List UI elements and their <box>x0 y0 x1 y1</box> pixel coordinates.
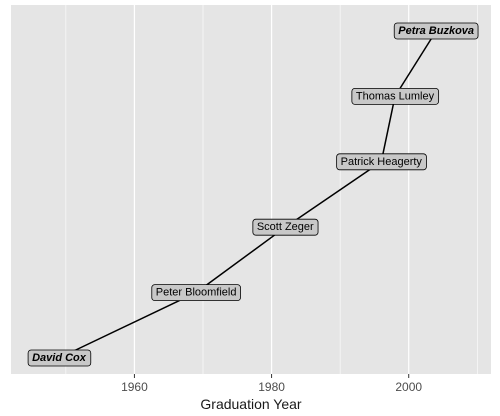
line-segment <box>195 226 286 294</box>
line-segment <box>380 96 396 162</box>
point-label-text: Thomas Lumley <box>356 90 435 102</box>
x-axis-title: Graduation Year <box>200 396 302 412</box>
x-tick-label: 2000 <box>395 380 422 394</box>
plot-panel <box>11 5 491 374</box>
line-segment <box>284 161 382 228</box>
point-labels: David Cox Peter Bloomfield Scott Zeger Patr… <box>27 22 479 367</box>
point-label-text: Peter Bloomfield <box>156 287 237 299</box>
point-label: Patrick Heagerty <box>336 153 427 171</box>
point-label: David Cox <box>27 349 92 367</box>
point-label: Scott Zeger <box>252 218 319 236</box>
gridlines <box>65 5 478 374</box>
label-box <box>27 349 92 367</box>
point-label-text: Patrick Heagerty <box>341 156 423 168</box>
point-label-text: Petra Buzkova <box>398 25 474 37</box>
label-box <box>393 22 479 40</box>
x-tick-label: 1980 <box>258 380 285 394</box>
line-segment <box>394 30 437 97</box>
point-label: Thomas Lumley <box>351 88 440 105</box>
label-box <box>252 218 319 236</box>
point-label: Peter Bloomfield <box>151 284 241 302</box>
point-label: Petra Buzkova <box>393 22 479 40</box>
series-line <box>58 30 437 359</box>
label-box <box>336 153 427 171</box>
label-box <box>351 88 440 105</box>
point-label-text: Scott Zeger <box>257 221 314 233</box>
point-label-text: David Cox <box>32 352 87 364</box>
x-axis: 1960 1980 2000 <box>121 374 422 394</box>
label-box <box>151 284 241 302</box>
line-segment <box>58 291 197 359</box>
x-tick-label: 1960 <box>121 380 148 394</box>
